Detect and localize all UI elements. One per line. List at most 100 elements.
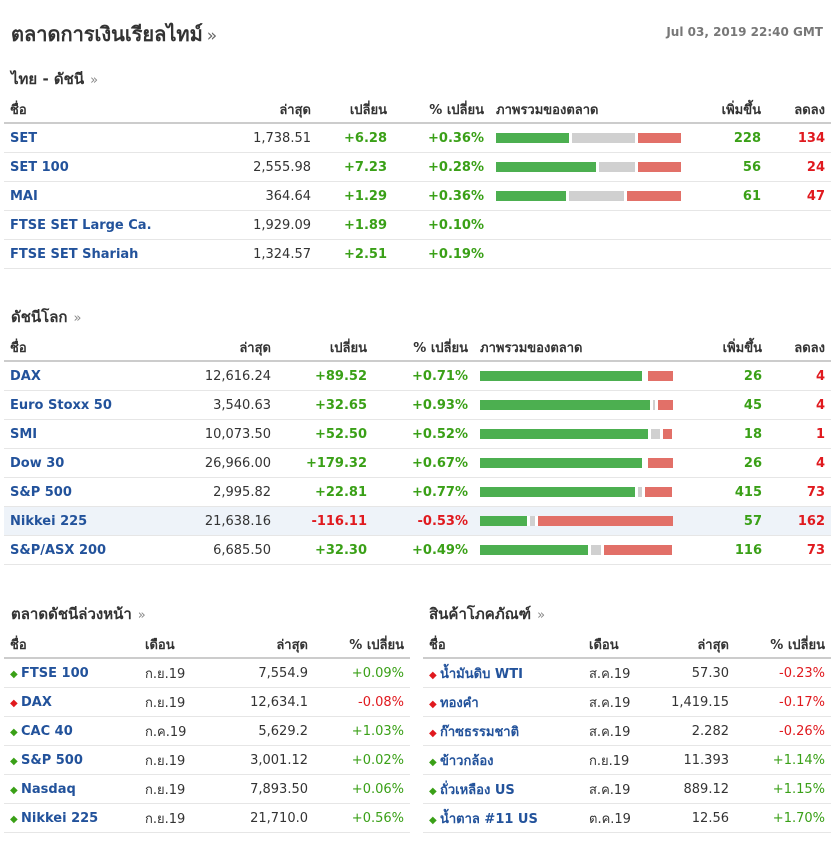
name-cell[interactable]: ◆ DAX bbox=[4, 687, 139, 717]
table-row[interactable]: SMI 10,073.50 +52.50 +0.52% 18 1 bbox=[4, 419, 831, 449]
instrument-name-link[interactable]: ก๊าซธรรมชาติ bbox=[440, 724, 520, 740]
world-section-title[interactable]: ดัชนีโลก » bbox=[11, 305, 81, 329]
index-name-link[interactable]: SMI bbox=[4, 419, 154, 449]
index-name-link[interactable]: Euro Stoxx 50 bbox=[4, 390, 154, 420]
bar-gap bbox=[642, 487, 645, 497]
market-overview-cell bbox=[474, 361, 684, 391]
contract-month: ส.ค.19 bbox=[583, 716, 653, 746]
table-row[interactable]: ◆ ข้าวกล้อง ก.ย.19 11.393 +1.14% bbox=[423, 745, 831, 775]
more-link-icon[interactable]: » bbox=[137, 608, 146, 623]
table-row[interactable]: S&P/ASX 200 6,685.50 +32.30 +0.49% 116 73 bbox=[4, 535, 831, 565]
advance-segment bbox=[480, 429, 648, 439]
up-arrow-icon: ◆ bbox=[429, 785, 437, 797]
table-row[interactable]: S&P 500 2,995.82 +22.81 +0.77% 415 73 bbox=[4, 477, 831, 507]
name-cell[interactable]: ◆ ก๊าซธรรมชาติ bbox=[423, 716, 583, 746]
market-breadth-bar bbox=[480, 400, 673, 410]
table-row[interactable]: Dow 30 26,966.00 +179.32 +0.67% 26 4 bbox=[4, 448, 831, 478]
market-overview-cell bbox=[490, 181, 690, 211]
index-name-link[interactable]: Dow 30 bbox=[4, 448, 154, 478]
index-name-link[interactable]: S&P/ASX 200 bbox=[4, 535, 154, 565]
instrument-name-link[interactable]: FTSE 100 bbox=[21, 665, 89, 681]
table-row[interactable]: FTSE SET Shariah 1,324.57 +2.51 +0.19% bbox=[4, 239, 831, 269]
instrument-name-link[interactable]: น้ำตาล #11 US bbox=[440, 811, 538, 827]
table-row[interactable]: ◆ ทองคำ ส.ค.19 1,419.15 -0.17% bbox=[423, 687, 831, 717]
table-row[interactable]: ◆ ก๊าซธรรมชาติ ส.ค.19 2.282 -0.26% bbox=[423, 716, 831, 746]
table-row[interactable]: ◆ DAX ก.ย.19 12,634.1 -0.08% bbox=[4, 687, 410, 717]
market-breadth-bar bbox=[496, 162, 681, 172]
instrument-name-link[interactable]: Nasdaq bbox=[21, 781, 76, 797]
more-link-icon[interactable]: » bbox=[206, 26, 218, 46]
bar-gap bbox=[650, 400, 653, 410]
index-name-link[interactable]: DAX bbox=[4, 361, 154, 391]
instrument-name-link[interactable]: Nikkei 225 bbox=[21, 810, 99, 826]
index-name-link[interactable]: SET 100 bbox=[4, 152, 189, 182]
change-value: +1.29 bbox=[317, 181, 393, 211]
name-cell[interactable]: ◆ น้ำมันดิบ WTI bbox=[423, 658, 583, 688]
table-row[interactable]: ◆ S&P 500 ก.ย.19 3,001.12 +0.02% bbox=[4, 745, 410, 775]
index-name-link[interactable]: MAI bbox=[4, 181, 189, 211]
decline-segment bbox=[627, 191, 681, 201]
last-value: 7,893.50 bbox=[229, 774, 314, 804]
name-cell[interactable]: ◆ Nikkei 225 bbox=[4, 803, 139, 833]
table-row[interactable]: FTSE SET Large Ca. 1,929.09 +1.89 +0.10% bbox=[4, 210, 831, 240]
thai-section-title[interactable]: ไทย - ดัชนี » bbox=[11, 67, 98, 91]
table-row[interactable]: ◆ CAC 40 ก.ค.19 5,629.2 +1.03% bbox=[4, 716, 410, 746]
name-cell[interactable]: ◆ Nasdaq bbox=[4, 774, 139, 804]
advancers-count: 18 bbox=[684, 419, 768, 449]
last-value: 1,738.51 bbox=[189, 123, 317, 153]
up-arrow-icon: ◆ bbox=[10, 726, 18, 738]
last-value: 57.30 bbox=[653, 658, 735, 688]
name-cell[interactable]: ◆ FTSE 100 bbox=[4, 658, 139, 688]
table-row[interactable]: ◆ น้ำตาล #11 US ต.ค.19 12.56 +1.70% bbox=[423, 803, 831, 833]
table-row[interactable]: Euro Stoxx 50 3,540.63 +32.65 +0.93% 45 4 bbox=[4, 390, 831, 420]
instrument-name-link[interactable]: S&P 500 bbox=[21, 752, 83, 768]
instrument-name-link[interactable]: ข้าวกล้อง bbox=[440, 753, 494, 769]
last-value: 2,555.98 bbox=[189, 152, 317, 182]
instrument-name-link[interactable]: ทองคำ bbox=[440, 695, 479, 711]
instrument-name-link[interactable]: น้ำมันดิบ WTI bbox=[440, 666, 523, 682]
more-link-icon[interactable]: » bbox=[90, 73, 99, 88]
index-name-link[interactable]: Nikkei 225 bbox=[4, 506, 154, 536]
table-row[interactable]: ◆ น้ำมันดิบ WTI ส.ค.19 57.30 -0.23% bbox=[423, 658, 831, 688]
unchanged-segment bbox=[599, 162, 635, 172]
more-link-icon[interactable]: » bbox=[73, 311, 82, 326]
col-header-adv: เพิ่มขึ้น bbox=[684, 334, 768, 362]
name-cell[interactable]: ◆ ข้าวกล้อง bbox=[423, 745, 583, 775]
bar-gap bbox=[601, 545, 604, 555]
col-header-dec: ลดลง bbox=[767, 96, 831, 124]
change-value: +52.50 bbox=[277, 419, 373, 449]
table-row[interactable]: MAI 364.64 +1.29 +0.36% 61 47 bbox=[4, 181, 831, 211]
table-row[interactable]: ◆ FTSE 100 ก.ย.19 7,554.9 +0.09% bbox=[4, 658, 410, 688]
table-row[interactable]: ◆ Nikkei 225 ก.ย.19 21,710.0 +0.56% bbox=[4, 803, 410, 833]
commodities-section-title[interactable]: สินค้าโภคภัณฑ์ » bbox=[429, 602, 545, 626]
decliners-count bbox=[767, 239, 831, 269]
name-cell[interactable]: ◆ S&P 500 bbox=[4, 745, 139, 775]
instrument-name-link[interactable]: CAC 40 bbox=[21, 723, 73, 739]
index-name-link[interactable]: FTSE SET Large Ca. bbox=[4, 210, 189, 240]
page-title[interactable]: ตลาดการเงินเรียลไทม์» bbox=[11, 18, 217, 50]
index-name-link[interactable]: S&P 500 bbox=[4, 477, 154, 507]
futures-section-title[interactable]: ตลาดดัชนีล่วงหน้า » bbox=[11, 602, 146, 626]
decliners-count: 4 bbox=[768, 390, 831, 420]
table-row[interactable]: SET 1,738.51 +6.28 +0.36% 228 134 bbox=[4, 123, 831, 153]
pct-change-value: -0.26% bbox=[735, 716, 831, 746]
name-cell[interactable]: ◆ ถั่วเหลือง US bbox=[423, 774, 583, 804]
bar-gap bbox=[645, 458, 648, 468]
instrument-name-link[interactable]: ถั่วเหลือง US bbox=[440, 782, 515, 798]
more-link-icon[interactable]: » bbox=[537, 608, 546, 623]
last-value: 12.56 bbox=[653, 803, 735, 833]
index-name-link[interactable]: SET bbox=[4, 123, 189, 153]
name-cell[interactable]: ◆ น้ำตาล #11 US bbox=[423, 803, 583, 833]
change-value: +1.89 bbox=[317, 210, 393, 240]
up-arrow-icon: ◆ bbox=[10, 784, 18, 796]
contract-month: ก.ค.19 bbox=[139, 716, 229, 746]
table-row[interactable]: SET 100 2,555.98 +7.23 +0.28% 56 24 bbox=[4, 152, 831, 182]
table-row[interactable]: Nikkei 225 21,638.16 -116.11 -0.53% 57 162 bbox=[4, 506, 831, 536]
table-row[interactable]: ◆ ถั่วเหลือง US ส.ค.19 889.12 +1.15% bbox=[423, 774, 831, 804]
instrument-name-link[interactable]: DAX bbox=[21, 694, 52, 710]
table-row[interactable]: ◆ Nasdaq ก.ย.19 7,893.50 +0.06% bbox=[4, 774, 410, 804]
name-cell[interactable]: ◆ ทองคำ bbox=[423, 687, 583, 717]
table-row[interactable]: DAX 12,616.24 +89.52 +0.71% 26 4 bbox=[4, 361, 831, 391]
index-name-link[interactable]: FTSE SET Shariah bbox=[4, 239, 189, 269]
name-cell[interactable]: ◆ CAC 40 bbox=[4, 716, 139, 746]
